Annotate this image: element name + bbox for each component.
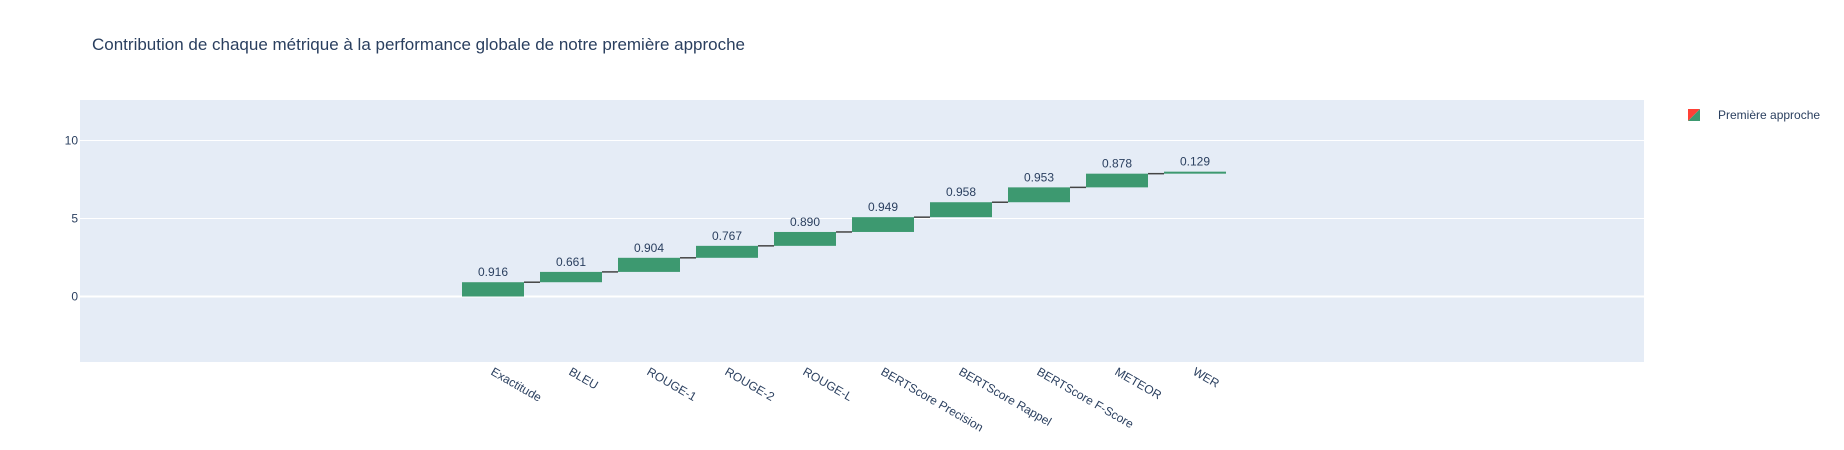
x-tick-label: BLEU — [567, 364, 601, 392]
bars — [462, 171, 1226, 297]
y-tick-label: 0 — [71, 290, 78, 304]
waterfall-bar[interactable] — [774, 231, 836, 246]
legend-swatch — [1688, 109, 1700, 121]
data-label: 0.958 — [946, 185, 976, 199]
waterfall-bar[interactable] — [852, 217, 914, 232]
waterfall-bar[interactable] — [618, 257, 680, 272]
y-tick-label: 5 — [71, 212, 78, 226]
waterfall-bar[interactable] — [1164, 171, 1226, 174]
y-axis-ticks: 0 5 10 — [65, 134, 79, 304]
data-label: 0.890 — [790, 215, 820, 229]
legend-label: Première approche — [1718, 108, 1820, 122]
data-label: 0.949 — [868, 200, 898, 214]
data-label: 0.129 — [1180, 155, 1210, 169]
data-label: 0.916 — [478, 265, 508, 279]
data-labels: 0.916 0.661 0.904 0.767 0.890 0.949 0.958 0.953… — [478, 155, 1210, 280]
data-label: 0.904 — [634, 241, 664, 255]
x-tick-label: WER — [1191, 364, 1223, 390]
data-label: 0.767 — [712, 229, 742, 243]
y-tick-label: 10 — [65, 134, 79, 148]
legend-swatch-increasing — [1688, 109, 1700, 121]
x-tick-label: ROUGE-1 — [645, 364, 700, 404]
x-tick-label: ROUGE-L — [801, 364, 856, 404]
data-label: 0.878 — [1102, 157, 1132, 171]
x-tick-label: Exactitude — [489, 364, 545, 404]
waterfall-bar[interactable] — [1086, 173, 1148, 188]
legend[interactable]: Première approche — [1688, 108, 1820, 122]
waterfall-bar[interactable] — [1008, 187, 1070, 203]
waterfall-bar[interactable] — [696, 245, 758, 258]
data-label: 0.953 — [1024, 170, 1054, 184]
waterfall-bar[interactable] — [540, 271, 602, 283]
waterfall-bar[interactable] — [462, 282, 524, 297]
x-tick-label: METEOR — [1113, 364, 1165, 402]
data-label: 0.661 — [556, 255, 586, 269]
x-axis-ticks: Exactitude BLEU ROUGE-1 ROUGE-2 ROUGE-L BERTS… — [489, 364, 1223, 434]
x-tick-label: ROUGE-2 — [723, 364, 778, 404]
connectors — [524, 172, 1164, 283]
chart-title: Contribution de chaque métrique à la per… — [92, 35, 745, 54]
waterfall-bar[interactable] — [930, 202, 992, 218]
